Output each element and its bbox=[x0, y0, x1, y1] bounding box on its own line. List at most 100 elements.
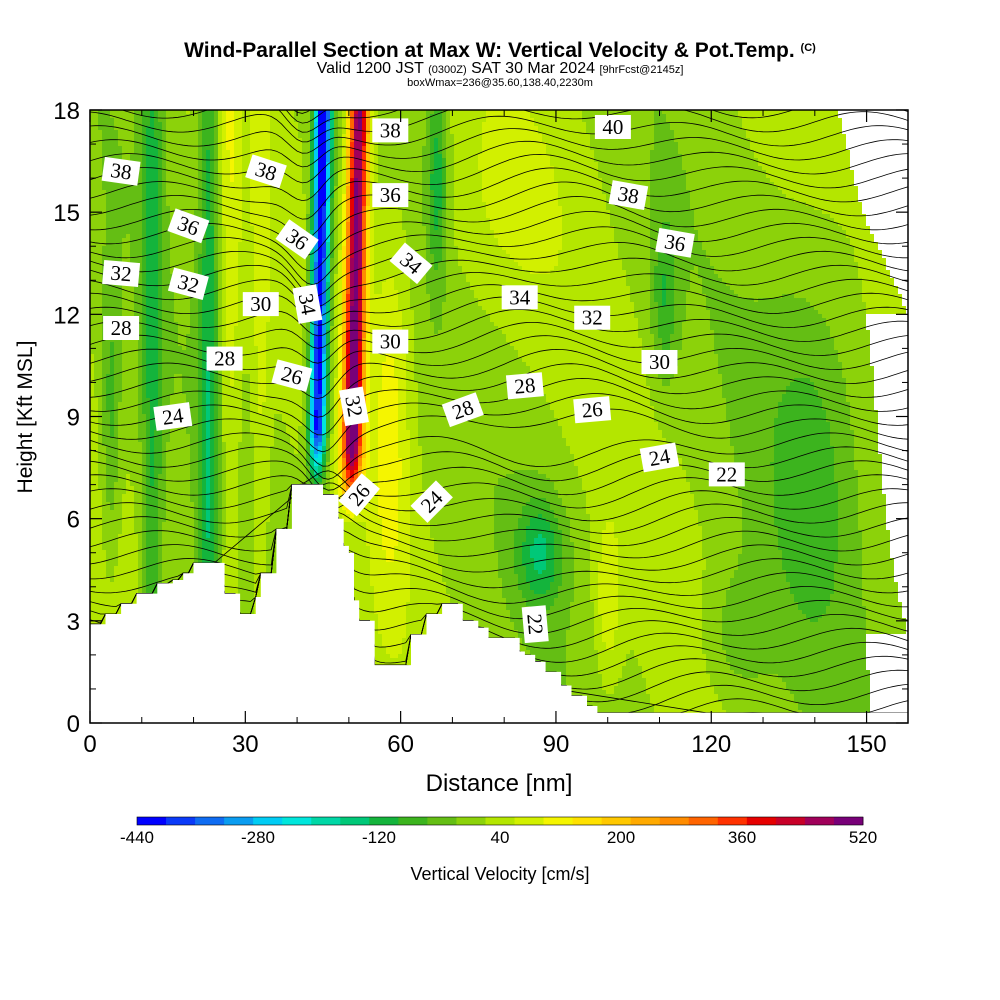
colorbar-tick-label: -440 bbox=[120, 828, 154, 847]
contour-label: 32 bbox=[339, 386, 369, 427]
contour-label: 34 bbox=[292, 284, 323, 324]
contour-label: 32 bbox=[167, 267, 209, 300]
theta-isoline bbox=[293, 110, 311, 114]
y-tick-label: 6 bbox=[67, 507, 80, 534]
x-axis-label: Distance [nm] bbox=[426, 770, 573, 797]
contour-label-text: 24 bbox=[647, 444, 672, 471]
contour-label-text: 34 bbox=[509, 285, 531, 309]
theta-isoline bbox=[90, 284, 908, 326]
colorbar-swatch bbox=[340, 817, 370, 825]
y-tick-label: 3 bbox=[67, 609, 80, 636]
theta-isoline bbox=[90, 140, 908, 184]
theta-isoline bbox=[90, 470, 908, 522]
contour-label-text: 26 bbox=[581, 397, 604, 423]
colorbar-tick-label: 520 bbox=[849, 828, 877, 847]
contour-label: 24 bbox=[153, 402, 193, 431]
y-tick-label: 18 bbox=[53, 98, 80, 125]
colorbar-swatch bbox=[688, 817, 719, 825]
colorbar-swatch bbox=[166, 817, 196, 825]
contour-label-text: 40 bbox=[602, 115, 623, 139]
copyright-mark: (C) bbox=[800, 42, 816, 54]
theta-isoline bbox=[90, 296, 908, 337]
y-tick-label: 9 bbox=[67, 405, 80, 432]
contour-label: 26 bbox=[271, 359, 313, 392]
contour-label: 32 bbox=[574, 305, 611, 330]
contour-label-text: 32 bbox=[340, 394, 367, 419]
contour-label: 28 bbox=[103, 316, 140, 340]
theta-isoline bbox=[90, 309, 908, 349]
x-tick-label: 90 bbox=[543, 731, 570, 758]
colorbar-swatch bbox=[833, 817, 864, 825]
theta-isoline bbox=[90, 482, 908, 534]
chart-title-block: Wind-Parallel Section at Max W: Vertical… bbox=[0, 36, 1000, 89]
theta-isoline bbox=[90, 181, 908, 239]
title-text: Wind-Parallel Section at Max W: Vertical… bbox=[184, 39, 795, 62]
colorbar-swatch bbox=[572, 817, 603, 825]
colorbar-tick-label: 40 bbox=[491, 828, 510, 847]
colorbar-swatch bbox=[224, 817, 254, 825]
theta-isoline bbox=[90, 393, 908, 453]
contour-label: 24 bbox=[639, 442, 680, 473]
colorbar-swatch bbox=[137, 817, 167, 825]
colorbar-swatch bbox=[775, 817, 806, 825]
contour-label-text: 32 bbox=[582, 306, 603, 330]
colorbar-swatch bbox=[282, 817, 312, 825]
y-axis-label: Height [Kft MSL] bbox=[14, 341, 37, 494]
theta-isoline bbox=[90, 408, 908, 467]
contour-label-text: 30 bbox=[380, 330, 401, 354]
colorbar-swatch bbox=[253, 817, 283, 825]
contour-label-text: 38 bbox=[109, 158, 133, 185]
colorbar-swatch bbox=[630, 817, 661, 825]
contour-label: 34 bbox=[501, 285, 538, 310]
chart-title: Wind-Parallel Section at Max W: Vertical… bbox=[0, 36, 1000, 63]
contour-label-text: 28 bbox=[513, 373, 536, 399]
colorbar-tick-label: -120 bbox=[362, 828, 396, 847]
colorbar-swatch bbox=[804, 817, 835, 825]
contour-label: 28 bbox=[441, 392, 484, 428]
colorbar-swatch bbox=[485, 817, 515, 825]
contour-label: 30 bbox=[372, 329, 409, 354]
colorbar-tick-label: -280 bbox=[241, 828, 275, 847]
colorbar-swatch bbox=[746, 817, 777, 825]
colorbar-swatch bbox=[514, 817, 544, 825]
theta-isoline bbox=[90, 446, 908, 491]
x-tick-label: 0 bbox=[83, 731, 96, 758]
valid-time-line: Valid 1200 JST (0300Z) SAT 30 Mar 2024 [… bbox=[0, 61, 1000, 78]
colorbar-swatch bbox=[398, 817, 428, 825]
valid-date: SAT 30 Mar 2024 bbox=[471, 60, 595, 77]
forecast-info: [9hrFcst@2145z] bbox=[599, 64, 684, 76]
colorbar-swatch bbox=[427, 817, 457, 825]
contour-label: 32 bbox=[102, 259, 141, 288]
theta-isoline bbox=[90, 110, 908, 143]
theta-isoline bbox=[90, 484, 908, 620]
colorbar-tick-label: 200 bbox=[607, 828, 635, 847]
contour-label: 36 bbox=[372, 183, 409, 208]
colorbar-title: Vertical Velocity [cm/s] bbox=[410, 864, 589, 884]
contour-label: 28 bbox=[505, 372, 544, 400]
theta-isoline bbox=[90, 348, 908, 400]
theta-isoline bbox=[90, 257, 908, 308]
valid-prefix: Valid 1200 JST bbox=[316, 60, 424, 77]
contour-label-text: 38 bbox=[616, 181, 641, 208]
contour-label: 38 bbox=[372, 118, 409, 143]
theta-isoline bbox=[90, 484, 908, 547]
theta-isoline bbox=[121, 110, 908, 133]
box-info: boxWmax=236@35.60,138.40,2230m bbox=[407, 77, 593, 89]
theta-isoline bbox=[90, 211, 908, 271]
theta-isoline bbox=[90, 153, 908, 202]
theta-isoline bbox=[90, 377, 908, 436]
contour-label-text: 28 bbox=[111, 316, 132, 340]
terrain bbox=[90, 484, 908, 723]
colorbar-swatch bbox=[456, 817, 486, 825]
contour-label: 38 bbox=[608, 180, 649, 211]
terrain-mask bbox=[90, 484, 908, 723]
y-tick-label: 12 bbox=[53, 302, 80, 329]
contour-label: 36 bbox=[655, 227, 695, 258]
theta-isoline bbox=[90, 484, 908, 604]
theta-isoline bbox=[90, 167, 908, 220]
theta-isoline bbox=[90, 241, 908, 297]
colorbar-swatch bbox=[311, 817, 341, 825]
